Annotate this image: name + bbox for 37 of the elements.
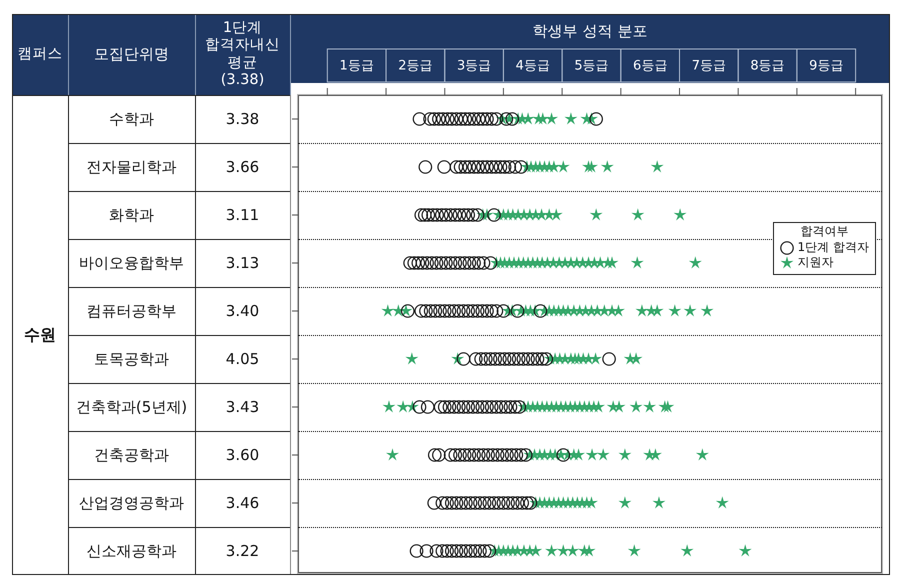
y-tick-label: 건축공학과: [94, 446, 169, 464]
y-tick-label: 신소재공학과: [86, 542, 176, 560]
x-tick-label: 3등급: [456, 58, 492, 74]
x-tick-label: 4등급: [516, 58, 550, 74]
legend-label: 지원자: [798, 255, 834, 271]
text: 3.66: [224, 157, 260, 178]
y-tick-label: 컴퓨터공학부: [86, 302, 176, 320]
x-tick-label: 5등급: [574, 58, 609, 74]
y-tick-label: 토목공학과: [94, 350, 169, 368]
y-tick-label: 건축학과(5년제): [76, 398, 188, 416]
x-tick-label: 9등급: [809, 58, 844, 74]
y-axis-title: 모집단위명: [93, 44, 170, 65]
text: 3.13: [224, 253, 260, 274]
x-tick-label: 7등급: [692, 58, 726, 74]
text: 3.60: [224, 445, 260, 466]
x-tick-label: 2등급: [398, 58, 433, 74]
x-tick-label: 8등급: [750, 58, 785, 74]
text: 3.22: [224, 541, 260, 562]
text: 캠퍼스: [16, 44, 64, 64]
y-tick-label: 전자물리학과: [86, 158, 176, 176]
text: 3.40: [224, 301, 260, 322]
x-tick-label: 6등급: [633, 58, 668, 74]
legend-title: 합격여부: [799, 224, 850, 240]
text: 4.05: [224, 349, 260, 370]
text: 3.38: [224, 109, 260, 130]
y-tick-label: 산업경영공학과: [79, 494, 184, 512]
x-tick-label: 1등급: [340, 58, 374, 74]
chart-title: 학생부 성적 분포: [532, 21, 648, 42]
y-tick-label: 화학과: [109, 206, 154, 224]
text: 수원: [23, 324, 57, 346]
text: 3.46: [224, 493, 260, 514]
y-tick-label: 바이오융합학부: [79, 254, 184, 272]
text: 3.43: [224, 397, 260, 418]
y-tick-label: 수학과: [109, 110, 154, 128]
text: 3.11: [224, 205, 260, 226]
text: 1단계 합격자내신 평균 (3.38): [204, 19, 281, 90]
legend-label: 1단계 합격자: [798, 240, 869, 256]
